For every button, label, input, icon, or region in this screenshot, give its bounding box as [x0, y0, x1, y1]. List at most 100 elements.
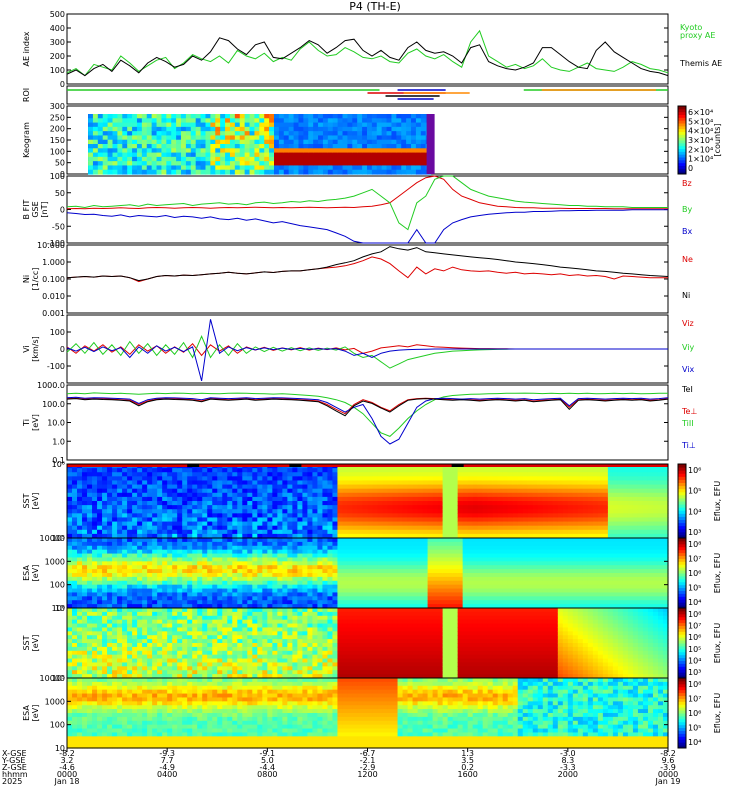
sst_omni-cell [357, 476, 364, 482]
sst_omni-cell [587, 476, 594, 482]
sst_omni-cell [537, 480, 544, 486]
sst_omni-cell [517, 505, 524, 510]
sst_omni-cell [597, 488, 604, 494]
sst_omni-cell [502, 476, 509, 482]
keogram-cell [176, 139, 182, 145]
sst_omni-cell [247, 513, 253, 519]
keogram-cell [327, 139, 334, 145]
keogram-cell [136, 135, 143, 141]
sst_omni-cell [557, 496, 564, 502]
keogram-cell [318, 118, 324, 124]
temperature-ylabel-text: Ti [22, 419, 31, 427]
esa_omni-cell [237, 596, 243, 601]
esa_omni-cell [107, 538, 113, 543]
esa_omni-cell [432, 580, 439, 586]
esa_omni-cell [422, 553, 429, 559]
sst_omni-cell [642, 529, 649, 535]
esa_omni-cell [157, 545, 163, 551]
esa_omni-cell [487, 561, 494, 566]
esa_omni-cell [137, 604, 143, 609]
sst_omni-cell [477, 529, 484, 535]
esa_omni-cell [437, 576, 444, 582]
esa_omni-cell [77, 584, 83, 590]
sst_omni-cell [127, 468, 133, 473]
sst_omni-cell [502, 517, 509, 523]
esa_omni-cell [182, 561, 188, 566]
esa_omni-cell [362, 561, 369, 566]
esa_omni-cell [212, 565, 218, 570]
sst_omni-cell [472, 468, 479, 473]
keogram-cell [313, 169, 319, 175]
keogram-cell [210, 161, 216, 167]
esa_omni-cell [332, 573, 339, 578]
keogram-cell [362, 114, 368, 119]
esa_omni-cell [467, 588, 474, 594]
esa_omni-cell [182, 538, 188, 543]
keogram-cell [259, 156, 265, 162]
sst_omni-cell [497, 468, 504, 473]
esa_omni-cell [267, 584, 273, 590]
keogram-cell [371, 144, 378, 149]
esa_omni-cell [197, 588, 203, 594]
sst_omni-cell [322, 513, 329, 519]
esa_omni-cell [422, 592, 429, 597]
sst_omni-cell [527, 480, 534, 486]
sst_omni-cell [577, 492, 584, 498]
esa_omni-cell [412, 557, 419, 562]
sst_omni-cell [627, 492, 634, 498]
sst_omni-cell [377, 476, 384, 482]
sst_omni-cell [492, 480, 499, 486]
esa_omni-cell [292, 580, 298, 586]
esa_omni-cell [267, 600, 273, 605]
esa_omni-cell [252, 604, 258, 609]
esa_omni-cell [352, 592, 359, 597]
sst_omni-cell [502, 525, 509, 531]
esa_omni-cell [347, 553, 354, 559]
sst_omni-cell [242, 480, 248, 486]
sst_omni-cell [472, 488, 479, 494]
esa_omni-cell [227, 538, 233, 543]
sst_omni-cell [372, 480, 379, 486]
keogram-cell [298, 161, 304, 167]
esa_omni-cell [407, 545, 414, 551]
esa_omni-cell [292, 561, 298, 566]
keogram-cell [406, 148, 412, 154]
esa_omni-cell [227, 600, 233, 605]
sst_omni-cell [327, 525, 334, 531]
sst_omni-cell [262, 472, 268, 477]
sst_omni-cell [212, 533, 218, 539]
esa_omni-cell [92, 592, 98, 597]
keogram-cell [200, 114, 207, 119]
sst_omni-cell [277, 513, 283, 519]
sst_omni-cell [637, 505, 644, 510]
sst_omni-colorbar-cell [678, 528, 686, 533]
esa_omni-cell [487, 573, 494, 578]
bfield-ylabel: B FIT GSE [nT] [22, 199, 49, 219]
sst_omni-cell [552, 472, 559, 477]
keogram-cell [376, 169, 383, 175]
keogram-cell [352, 131, 358, 137]
sst_omni-cell [82, 496, 88, 502]
esa_omni-cell [192, 580, 198, 586]
sst_omni-cell [427, 472, 434, 477]
esa_omni-cell [217, 573, 223, 578]
sst_omni-cell [467, 472, 474, 477]
sst_omni-cell [322, 505, 329, 510]
esa_omni-cell [197, 569, 203, 574]
keogram-cell [420, 131, 427, 137]
keogram-ytick-label: 0 [60, 170, 65, 179]
sst_omni-cell [317, 517, 324, 523]
esa_omni-cell [127, 588, 133, 594]
esa_omni-cell [207, 561, 213, 566]
esa_omni-cell [342, 588, 349, 594]
sst_omni-cell [322, 517, 329, 523]
keogram-cell [92, 131, 99, 137]
esa_omni-cell [77, 592, 83, 597]
sst_omni-cell [317, 521, 324, 527]
keogram-cell [352, 165, 358, 171]
sst_omni-cell [567, 509, 574, 514]
esa_omni-cell [97, 584, 103, 590]
sst_omni-cell [362, 480, 369, 486]
sst_omni-cell [477, 513, 484, 519]
sst_omni-cell [592, 521, 599, 527]
